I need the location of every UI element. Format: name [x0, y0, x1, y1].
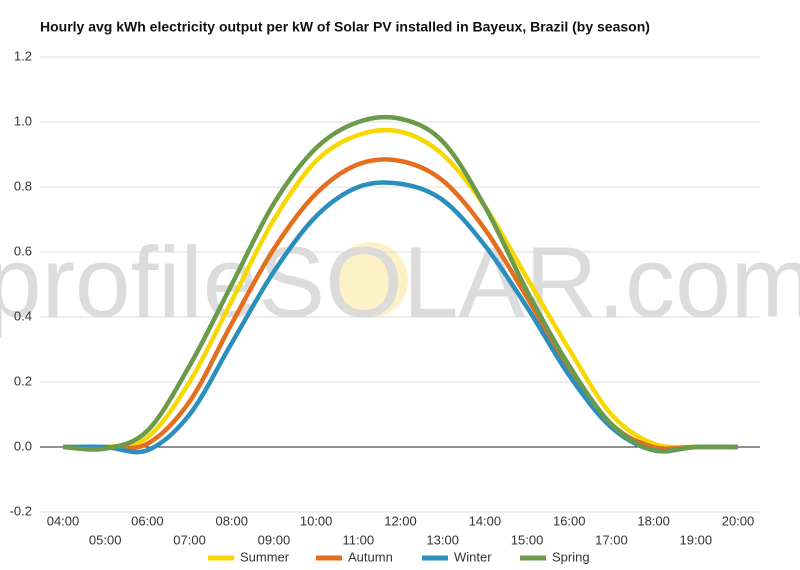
x-tick-label: 16:00 — [553, 513, 586, 528]
y-tick-label: 0.6 — [14, 243, 32, 258]
x-tick-label: 19:00 — [680, 532, 713, 547]
x-tick-label: 12:00 — [384, 513, 417, 528]
x-tick-label: 11:00 — [343, 532, 375, 547]
series-line — [62, 114, 739, 454]
x-tick-label: 10:00 — [300, 513, 333, 528]
x-tick-label: 13:00 — [426, 532, 459, 547]
x-tick-label: 14:00 — [469, 513, 502, 528]
x-tick-label: 08:00 — [215, 513, 248, 528]
x-tick-label: 18:00 — [637, 513, 670, 528]
y-tick-label: 0.4 — [14, 308, 32, 323]
watermark-sun — [332, 242, 408, 318]
y-tick-label: 0.8 — [14, 178, 32, 193]
y-tick-label: -0.2 — [10, 503, 32, 518]
y-tick-label: 0.0 — [14, 438, 32, 453]
x-tick-label: 05:00 — [89, 532, 122, 547]
y-tick-label: 1.2 — [14, 48, 32, 63]
y-tick-label: 1.0 — [14, 113, 32, 128]
series-line — [62, 127, 739, 450]
legend-label: Spring — [552, 549, 590, 564]
legend-label: Autumn — [348, 549, 393, 564]
legend-label: Winter — [454, 549, 492, 564]
y-tick-label: 0.2 — [14, 373, 32, 388]
legend-label: Summer — [240, 549, 290, 564]
x-tick-label: 07:00 — [173, 532, 206, 547]
x-tick-label: 17:00 — [595, 532, 628, 547]
chart-title: Hourly avg kWh electricity output per kW… — [40, 19, 650, 35]
x-tick-label: 09:00 — [258, 532, 291, 547]
x-tick-label: 04:00 — [47, 513, 80, 528]
watermark: profileSOLAR.com — [0, 226, 800, 338]
x-tick-label: 15:00 — [511, 532, 544, 547]
x-tick-label: 20:00 — [722, 513, 755, 528]
x-tick-label: 06:00 — [131, 513, 164, 528]
